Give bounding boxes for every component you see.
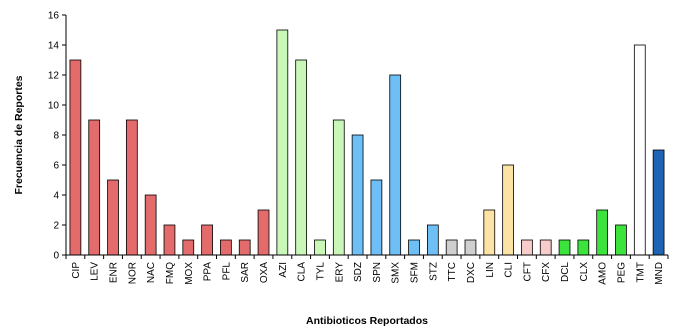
bar-ery [332,119,345,256]
bar-pfl [220,239,232,256]
bar-cli [502,164,514,256]
bar-dxc [464,239,477,256]
bar-ttc [445,239,458,256]
y-tick-label: 10 [48,101,60,112]
x-tick-label-mox: MOX [184,262,195,285]
x-tick-label-amo: AMO [598,262,609,285]
bar-dcl [558,239,571,256]
bar-lin [483,209,496,256]
x-tick-label-cfx: CFX [541,262,552,282]
y-tick-label: 6 [53,161,59,172]
x-tick-label-nor: NOR [127,262,138,284]
bar-sfm [408,239,420,256]
x-tick-label-cip: CIP [71,262,82,279]
y-tick-label: 8 [53,131,59,142]
x-tick-label-tyl: TYL [315,262,326,281]
x-tick-label-lin: LIN [485,262,496,278]
x-tick-label-azi: AZI [278,262,289,278]
y-ticks-layer: 0 2 4 6 8 10 12 14 16 [48,11,66,262]
x-tick-label-peg: PEG [616,262,627,283]
y-tick-label: 16 [48,11,60,22]
y-tick-label: 14 [48,41,60,52]
x-tick-label-lev: LEV [90,262,101,281]
y-tick-label: 0 [53,251,59,262]
x-tick-label-mnd: MND [654,262,665,285]
x-tick-label-stz: STZ [428,262,439,281]
x-tick-label-sfm: SFM [410,262,421,283]
bar-cft [521,239,533,256]
bar-lev [88,119,101,256]
x-tick-label-ttc: TTC [447,262,458,281]
y-tick-label: 4 [53,191,59,202]
x-ticks-layer: CIP LEV ENR NOR NAC FMQ MOX PPA PFL SAR OXA AZI CLA T… [65,255,669,285]
x-tick-label-enr: ENR [109,262,120,283]
bar-cip [69,59,82,256]
x-tick-label-cft: CFT [522,262,533,281]
bar-azi [276,29,289,256]
x-tick-label-fmq: FMQ [165,262,176,284]
bar-smx [389,74,402,256]
x-tick-label-dxc: DXC [466,262,477,283]
bars-layer [69,29,665,256]
bar-cla [295,59,308,256]
bar-peg [615,224,627,256]
bar-sdz [351,134,364,256]
bar-enr [107,179,119,256]
y-axis-title: Frecuencia de Reportes [13,75,25,194]
bar-clx [577,239,590,256]
x-tick-label-sdz: SDZ [353,262,364,282]
x-tick-label-cli: CLI [504,262,515,278]
y-tick-label: 2 [53,221,59,232]
x-tick-label-pfl: PFL [221,262,232,281]
x-tick-label-cla: CLA [297,262,308,282]
bar-nac [144,194,157,256]
bar-cfx [539,239,552,256]
x-tick-label-dcl: DCL [560,262,571,282]
bar-amo [596,209,609,256]
bar-tyl [314,239,326,256]
bar-fmq [163,224,176,256]
x-tick-label-spn: SPN [372,262,383,283]
bar-oxa [257,209,270,256]
bar-stz [426,224,439,256]
x-tick-label-tmt: TMT [635,262,646,283]
x-tick-label-clx: CLX [579,262,590,282]
x-tick-label-smx: SMX [391,262,402,284]
x-tick-label-ery: ERY [334,262,345,283]
x-tick-label-nac: NAC [146,262,157,283]
bar-nor [125,119,138,256]
bar-tmt [633,44,646,256]
x-axis-title: Antibioticos Reportados [306,315,428,327]
bar-spn [370,179,383,256]
bar-mnd [652,149,665,256]
bar-sar [238,239,251,256]
x-tick-label-ppa: PPA [203,262,214,282]
bar-ppa [201,224,213,256]
x-tick-label-oxa: OXA [259,262,270,283]
bar-mox [182,239,195,256]
y-tick-label: 12 [48,71,60,82]
x-tick-label-sar: SAR [240,262,251,283]
